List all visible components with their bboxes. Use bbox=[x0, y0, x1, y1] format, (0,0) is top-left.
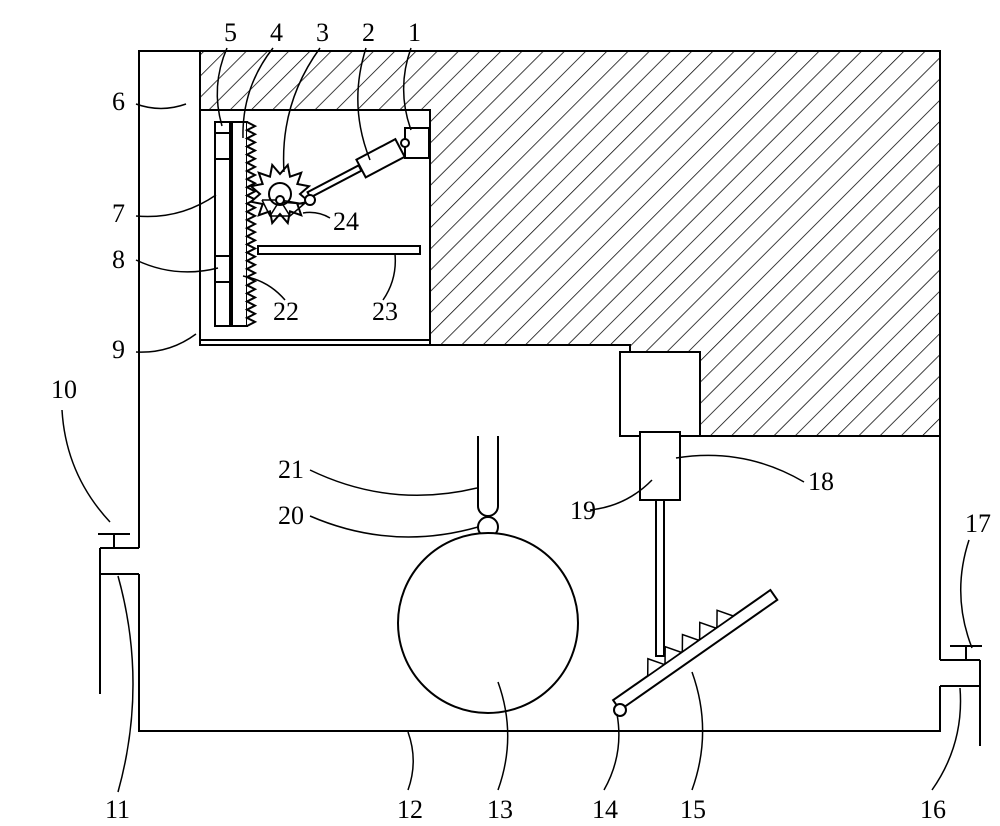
actuator-18 bbox=[640, 432, 680, 500]
stem-21 bbox=[478, 436, 498, 516]
label-21: 21 bbox=[278, 455, 304, 484]
label-16: 16 bbox=[920, 795, 946, 824]
leader-12 bbox=[408, 732, 413, 790]
recess-18 bbox=[620, 352, 700, 436]
label-8: 8 bbox=[112, 245, 125, 274]
label-20: 20 bbox=[278, 501, 304, 530]
label-1: 1 bbox=[408, 18, 421, 47]
label-4: 4 bbox=[270, 18, 283, 47]
leader-11 bbox=[118, 576, 133, 792]
label-3: 3 bbox=[316, 18, 329, 47]
label-14: 14 bbox=[592, 795, 618, 824]
leader-9 bbox=[136, 334, 196, 352]
rod-19 bbox=[656, 500, 664, 656]
leader-18 bbox=[676, 455, 804, 482]
leader-21 bbox=[310, 470, 477, 495]
sensor-6-top bbox=[215, 133, 230, 159]
leader-16 bbox=[932, 688, 961, 790]
label-9: 9 bbox=[112, 335, 125, 364]
label-17: 17 bbox=[965, 509, 991, 538]
label-19: 19 bbox=[570, 496, 596, 525]
label-13: 13 bbox=[487, 795, 513, 824]
leader-17 bbox=[961, 540, 972, 648]
label-7: 7 bbox=[112, 199, 125, 228]
rack-4 bbox=[232, 122, 247, 326]
shelf-23 bbox=[258, 246, 420, 254]
float-13 bbox=[398, 533, 578, 713]
label-18: 18 bbox=[808, 467, 834, 496]
label-12: 12 bbox=[397, 795, 423, 824]
label-11: 11 bbox=[105, 795, 130, 824]
label-22: 22 bbox=[273, 297, 299, 326]
leader-20 bbox=[310, 516, 478, 537]
flap-15 bbox=[605, 579, 777, 710]
label-24: 24 bbox=[333, 207, 359, 236]
label-6: 6 bbox=[112, 87, 125, 116]
label-2: 2 bbox=[362, 18, 375, 47]
leader-10 bbox=[62, 410, 110, 522]
leader-6 bbox=[136, 104, 186, 109]
leader-14 bbox=[604, 714, 619, 790]
pivot-14 bbox=[614, 704, 626, 716]
label-5: 5 bbox=[224, 18, 237, 47]
label-10: 10 bbox=[51, 375, 77, 404]
label-23: 23 bbox=[372, 297, 398, 326]
sensor-8-bot bbox=[215, 256, 230, 282]
label-15: 15 bbox=[680, 795, 706, 824]
